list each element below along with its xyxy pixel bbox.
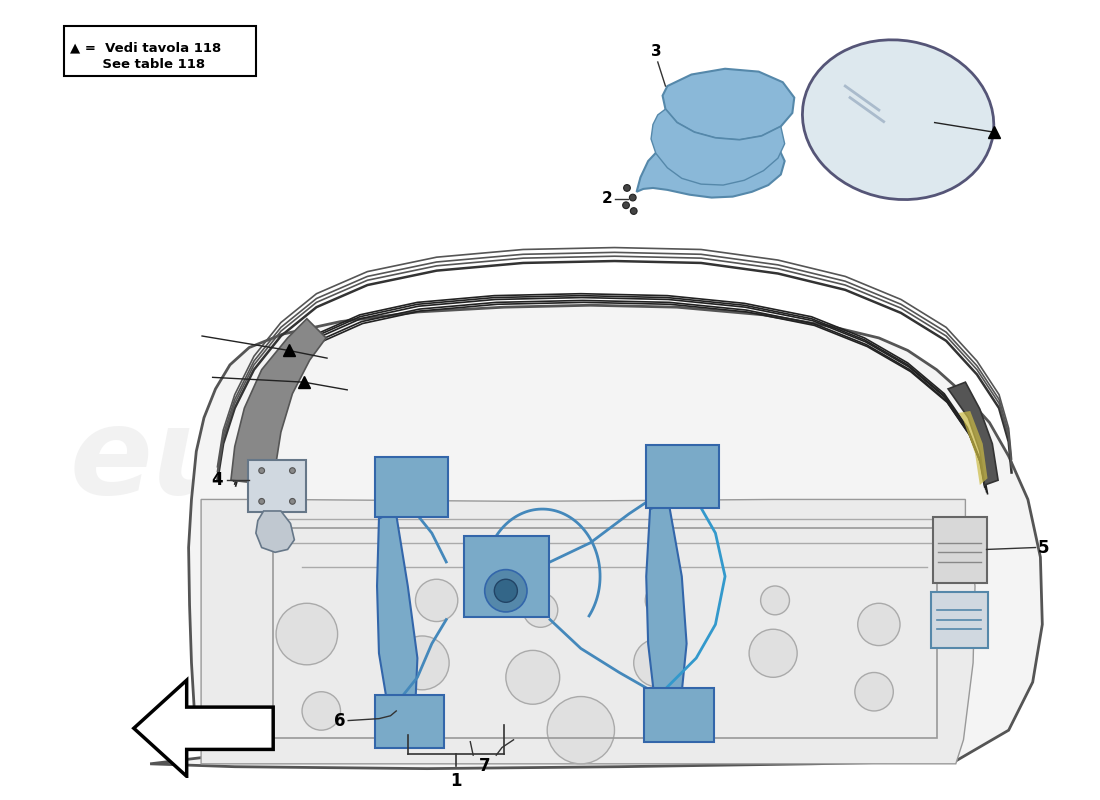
FancyBboxPatch shape <box>375 457 448 517</box>
Circle shape <box>289 498 295 504</box>
Circle shape <box>494 579 517 602</box>
Circle shape <box>276 603 338 665</box>
FancyBboxPatch shape <box>933 517 987 583</box>
Circle shape <box>416 579 458 622</box>
FancyBboxPatch shape <box>463 536 549 617</box>
Polygon shape <box>948 382 998 485</box>
Ellipse shape <box>802 40 993 199</box>
Circle shape <box>506 650 560 704</box>
Text: 6: 6 <box>333 711 345 730</box>
Circle shape <box>623 202 629 209</box>
Text: 5: 5 <box>1037 538 1049 557</box>
Polygon shape <box>377 515 417 706</box>
Circle shape <box>485 570 527 612</box>
Polygon shape <box>150 306 1043 769</box>
Circle shape <box>302 692 341 730</box>
Circle shape <box>634 639 682 687</box>
Circle shape <box>858 603 900 646</box>
Polygon shape <box>959 411 988 485</box>
Circle shape <box>749 630 798 678</box>
FancyBboxPatch shape <box>64 26 256 77</box>
Circle shape <box>289 468 295 474</box>
FancyBboxPatch shape <box>375 694 444 749</box>
Polygon shape <box>637 127 784 198</box>
Circle shape <box>624 185 630 191</box>
Polygon shape <box>646 506 686 699</box>
Circle shape <box>630 208 637 214</box>
Circle shape <box>547 697 615 764</box>
Text: 3: 3 <box>650 44 661 59</box>
Circle shape <box>646 583 680 618</box>
Polygon shape <box>231 318 326 485</box>
Circle shape <box>629 194 636 201</box>
FancyBboxPatch shape <box>931 592 988 649</box>
Text: 2: 2 <box>602 191 613 206</box>
Polygon shape <box>651 109 784 185</box>
FancyBboxPatch shape <box>645 688 714 742</box>
Text: 4: 4 <box>211 471 223 490</box>
Text: a passion since 1985: a passion since 1985 <box>429 514 810 601</box>
Circle shape <box>258 468 264 474</box>
Circle shape <box>855 673 893 711</box>
Circle shape <box>760 586 790 615</box>
Circle shape <box>524 593 558 627</box>
Polygon shape <box>256 511 295 552</box>
Text: 7: 7 <box>478 757 491 775</box>
Polygon shape <box>201 499 975 764</box>
Circle shape <box>395 636 449 690</box>
Text: See table 118: See table 118 <box>70 58 206 71</box>
Polygon shape <box>134 680 273 776</box>
Text: 985: 985 <box>738 386 924 478</box>
FancyBboxPatch shape <box>249 460 306 512</box>
Circle shape <box>258 498 264 504</box>
FancyBboxPatch shape <box>646 445 719 508</box>
Polygon shape <box>662 69 794 140</box>
Text: ▲ =  Vedi tavola 118: ▲ = Vedi tavola 118 <box>70 42 221 55</box>
Text: europarts: europarts <box>70 402 746 519</box>
Text: 1: 1 <box>450 771 462 790</box>
